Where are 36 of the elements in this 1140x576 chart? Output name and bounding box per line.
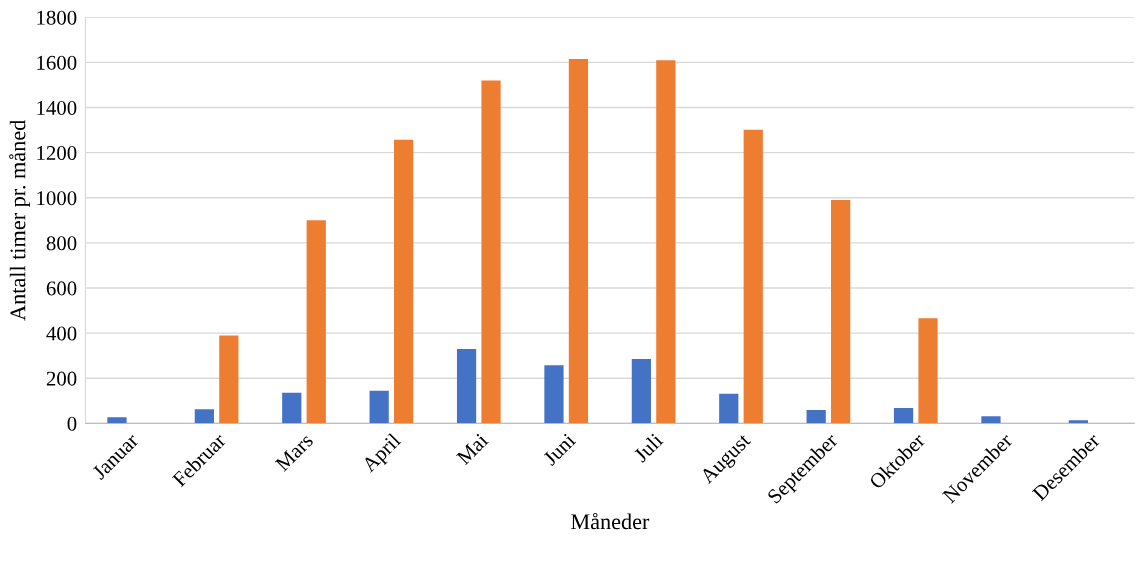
bar — [656, 60, 676, 424]
x-tick-label: Mai — [455, 432, 489, 466]
bar — [1068, 420, 1088, 424]
y-tick-label: 1000 — [37, 191, 77, 206]
y-tick-label: 200 — [46, 371, 77, 386]
x-axis-title: Måneder — [571, 512, 650, 530]
bar — [481, 80, 501, 424]
bar — [544, 365, 564, 424]
x-tick-label: Juli — [632, 431, 664, 464]
bar — [719, 393, 739, 424]
bar — [893, 408, 914, 424]
y-tick-label: 0 — [67, 416, 77, 431]
bar — [219, 335, 239, 424]
bar — [107, 417, 127, 424]
bar — [981, 416, 1001, 424]
bar — [806, 410, 826, 424]
bar — [743, 129, 763, 424]
bar — [456, 348, 477, 424]
y-tick-label: 800 — [46, 236, 77, 251]
bar — [831, 200, 851, 424]
y-tick-label: 1600 — [37, 55, 77, 70]
bar — [306, 220, 326, 424]
y-tick-label: 400 — [46, 326, 77, 341]
y-tick-label: 600 — [46, 281, 77, 296]
y-tick-label: 1800 — [37, 10, 77, 25]
bar — [282, 392, 302, 424]
bar — [918, 318, 938, 424]
bar — [194, 409, 214, 424]
bar — [394, 139, 414, 424]
x-tick-label: Juni — [542, 432, 577, 467]
bar — [369, 390, 389, 424]
bar — [631, 359, 651, 424]
y-tick-label: 1400 — [37, 100, 77, 115]
bar — [568, 59, 589, 424]
y-tick-label: 1200 — [37, 146, 77, 161]
y-axis-title: Antall timer pr. måned — [9, 120, 30, 321]
